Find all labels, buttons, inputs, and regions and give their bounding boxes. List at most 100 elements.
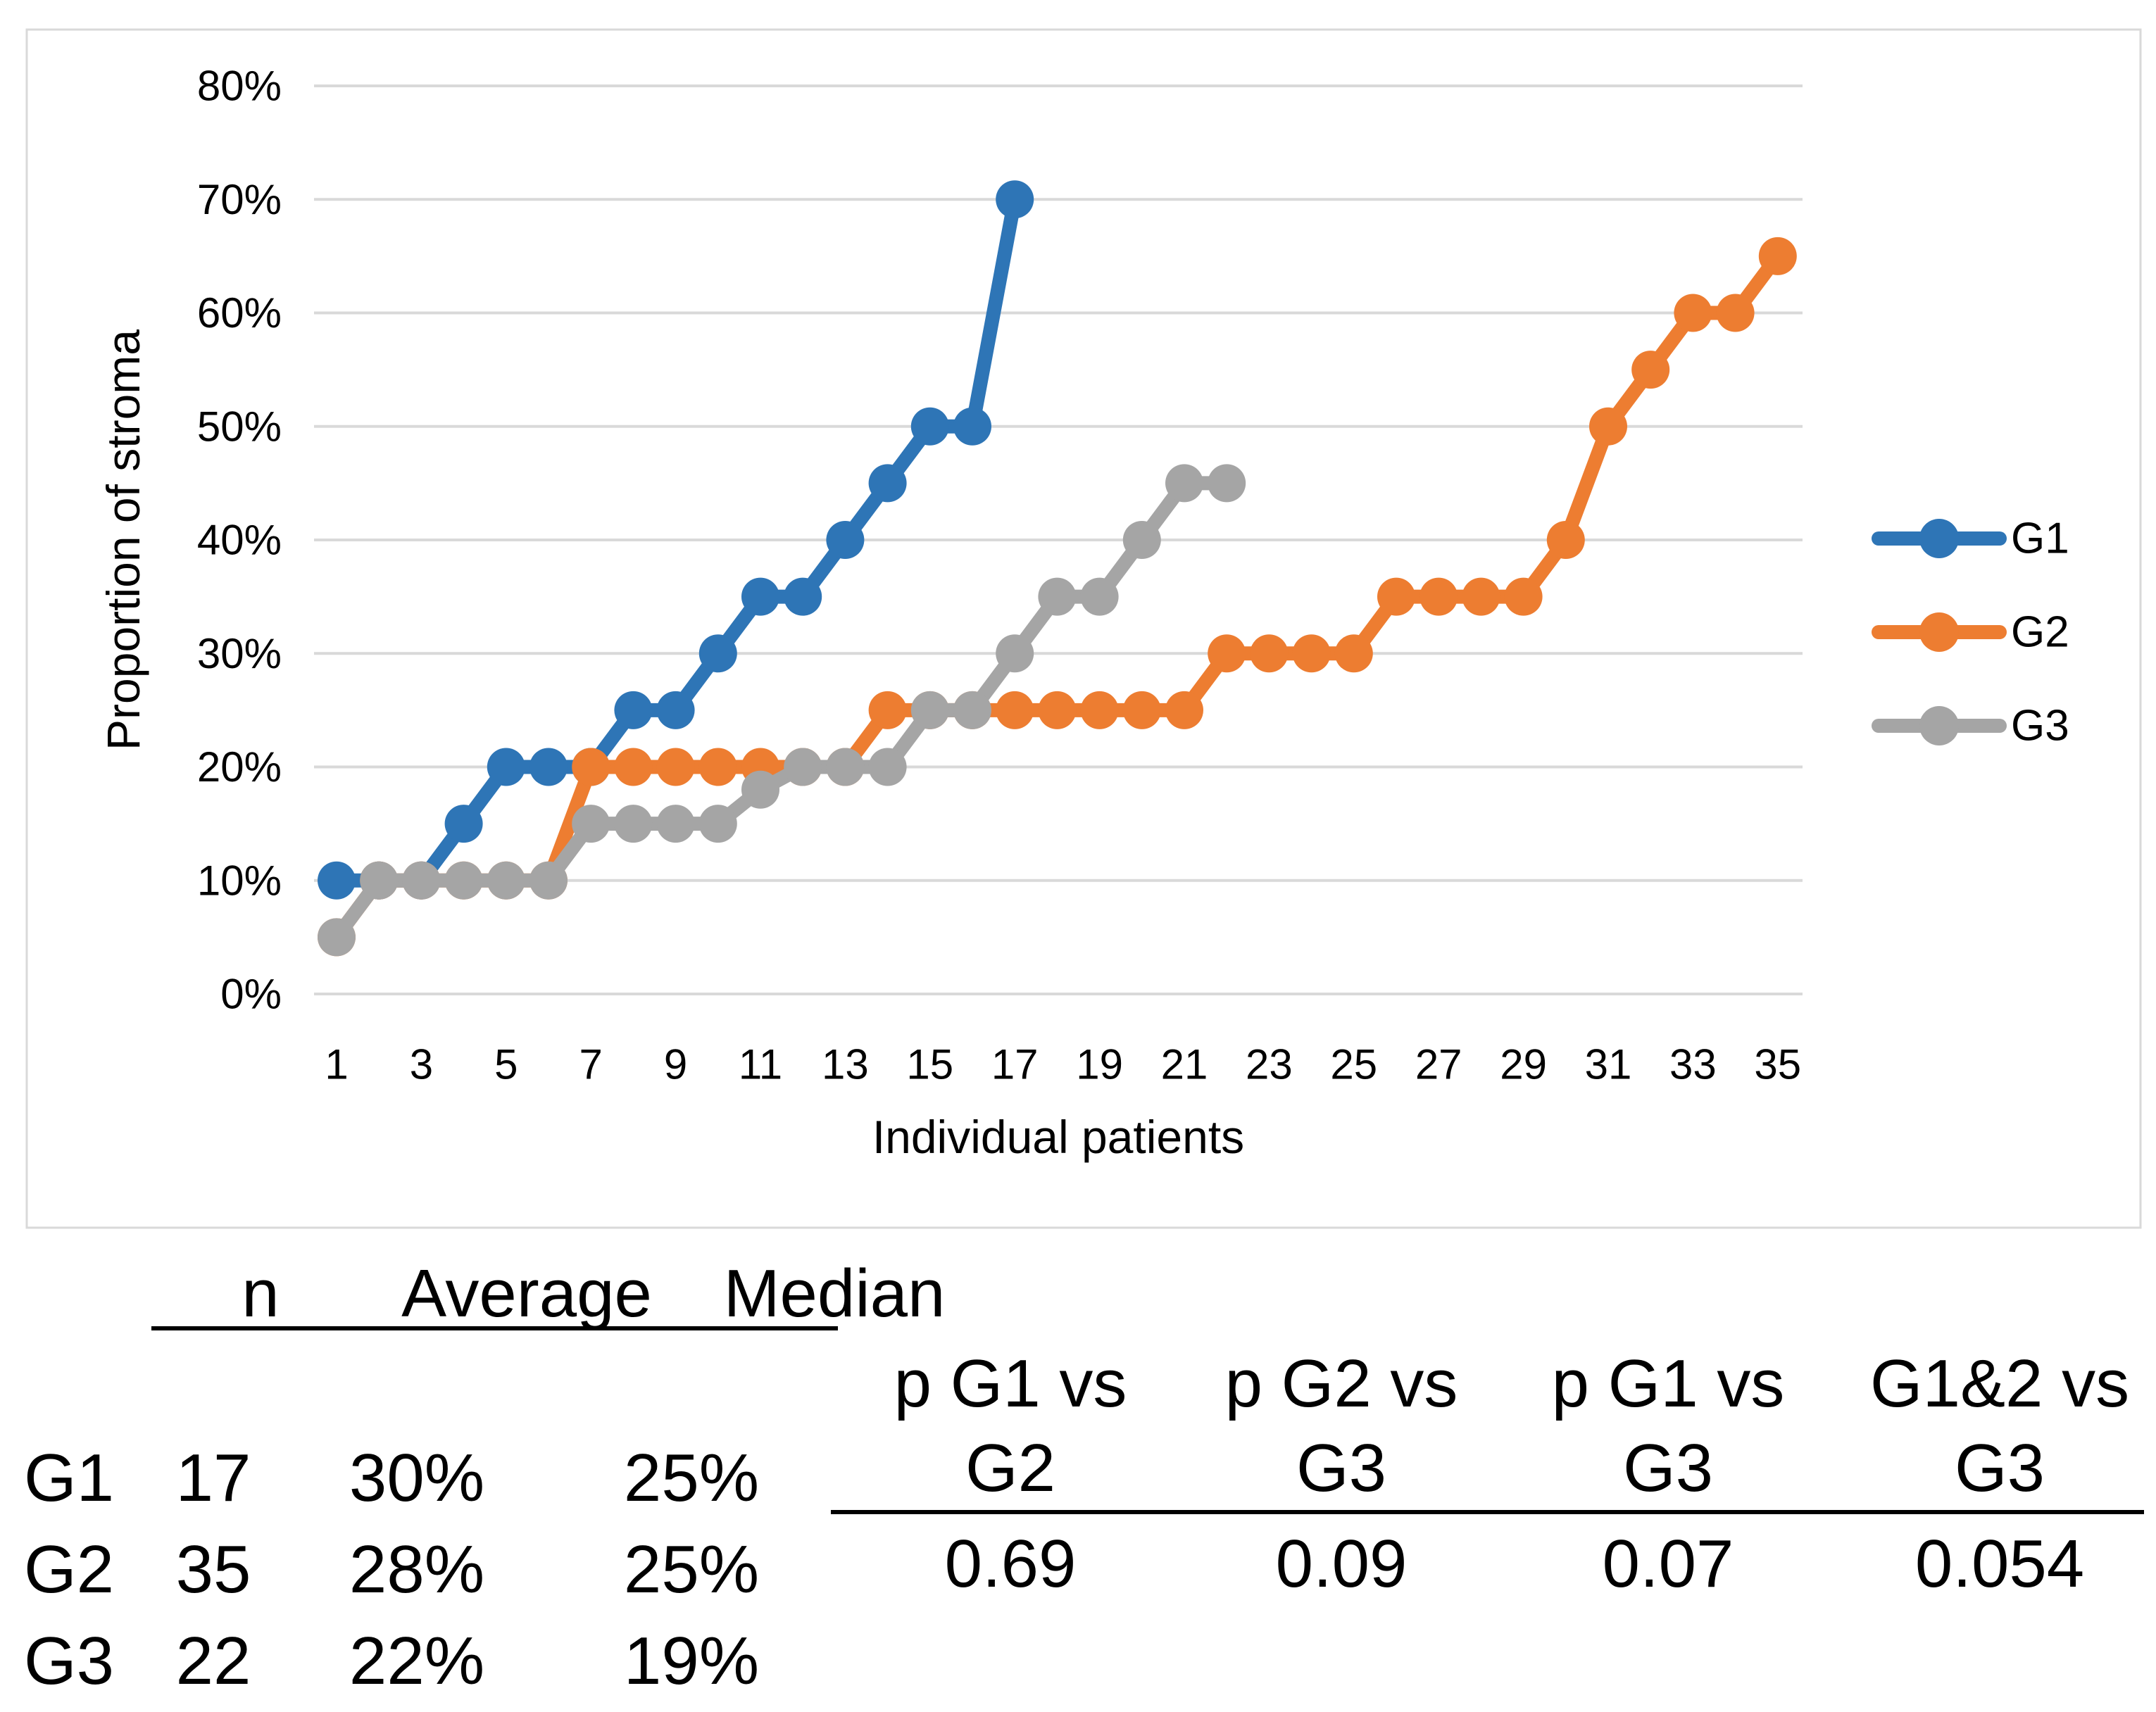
summary-row-label: G2 [23,1532,115,1607]
y-tick-label: 0% [220,971,282,1018]
data-point [910,691,949,729]
series-g3 [318,464,1246,957]
legend-marker [1919,612,1959,652]
data-point [784,577,822,616]
data-point [826,748,865,786]
y-tick-label: 80% [197,63,282,110]
data-point [1038,577,1077,616]
data-point [1504,577,1543,616]
data-point [1038,691,1077,729]
x-axis-title: Individual patients [872,1111,1244,1163]
x-tick-label: 23 [1246,1041,1293,1088]
x-tick-label: 1 [325,1041,348,1088]
y-axis-title: Proportion of stroma [97,329,149,750]
data-point [656,805,695,843]
summary-cell-med: 25% [623,1532,760,1607]
data-point [868,691,907,729]
y-tick-label: 50% [197,403,282,450]
pvalue-header-line2: G3 [1622,1430,1714,1506]
x-tick-label: 31 [1585,1041,1632,1088]
pvalue-header-line2: G2 [965,1430,1056,1506]
x-tick-label: 13 [822,1041,869,1088]
x-tick-label: 7 [579,1041,603,1088]
summary-header-median: Median [723,1256,946,1331]
x-tick-label: 11 [739,1041,782,1088]
data-point [784,748,822,786]
data-point [1462,577,1500,616]
summary-cell-n: 17 [175,1440,251,1516]
data-point [996,691,1034,729]
x-tick-label: 5 [494,1041,518,1088]
data-point [444,861,483,900]
data-point [614,805,653,843]
data-point [698,805,737,843]
data-point [614,748,653,786]
data-point [953,691,991,729]
pvalue-cell: 0.09 [1275,1526,1408,1601]
y-tick-label: 60% [197,289,282,336]
data-point [444,805,483,843]
data-point [1122,691,1161,729]
x-tick-label: 3 [410,1041,433,1088]
data-point [1546,521,1585,559]
pvalue-header-line2: G3 [1296,1430,1387,1506]
pvalue-header-line1: G1&2 vs [1869,1346,2130,1421]
data-point [698,634,737,673]
summary-cell-n: 35 [175,1532,251,1607]
summary-header-n: n [242,1256,280,1331]
data-point [1334,634,1373,673]
data-point [487,861,525,900]
data-point [572,805,610,843]
data-point [1419,577,1458,616]
x-tick-label: 35 [1754,1041,1801,1088]
summary-header-rule [151,1326,838,1330]
summary-cell-avg: 30% [349,1440,485,1516]
data-point [953,407,991,446]
data-point [1377,577,1415,616]
legend-marker [1919,706,1959,745]
y-axis-labels: 0% 10% 20% 30% 40% 50% 60% 70% 80% [197,63,282,1018]
data-point [656,691,695,729]
data-point [1080,577,1119,616]
stroma-line-chart: 0%10%20%30%40%50%60%70%80%1 3 5 7 9 11 13 15 17 1… [25,28,2142,1229]
data-point [656,748,695,786]
data-point [1589,407,1627,446]
legend-item-g2: G2 [1872,608,2069,657]
data-point [1080,691,1119,729]
data-point [1208,464,1246,503]
x-tick-label: 15 [906,1041,953,1088]
data-point [1674,294,1712,332]
summary-cell-med: 25% [623,1440,760,1516]
data-point [996,180,1034,219]
data-point [318,861,356,900]
y-tick-label: 70% [197,176,282,223]
data-point [1758,237,1797,275]
data-point [1165,691,1203,729]
data-point [487,748,525,786]
pvalue-header-line2: G3 [1954,1430,2045,1506]
data-point [1716,294,1755,332]
data-point [529,861,568,900]
data-point [826,521,865,559]
data-point [698,748,737,786]
x-tick-label: 27 [1415,1041,1462,1088]
summary-cell-n: 22 [175,1623,251,1699]
pvalue-header-line1: p G1 vs [894,1346,1127,1421]
x-tick-label: 21 [1161,1041,1208,1088]
data-point [614,691,653,729]
pvalue-header-rule [831,1510,2144,1514]
chart-frame [25,28,2142,1229]
data-point [996,634,1034,673]
x-tick-label: 9 [664,1041,687,1088]
data-point [1292,634,1331,673]
summary-row-label: G3 [23,1623,115,1699]
legend-label: G2 [2011,608,2069,657]
pvalue-header-line1: p G1 vs [1551,1346,1785,1421]
summary-cell-avg: 28% [349,1532,485,1607]
data-point [1122,521,1161,559]
data-point [1165,464,1203,503]
summary-header-average: Average [401,1256,652,1331]
x-tick-label: 17 [991,1041,1039,1088]
data-point [868,464,907,503]
